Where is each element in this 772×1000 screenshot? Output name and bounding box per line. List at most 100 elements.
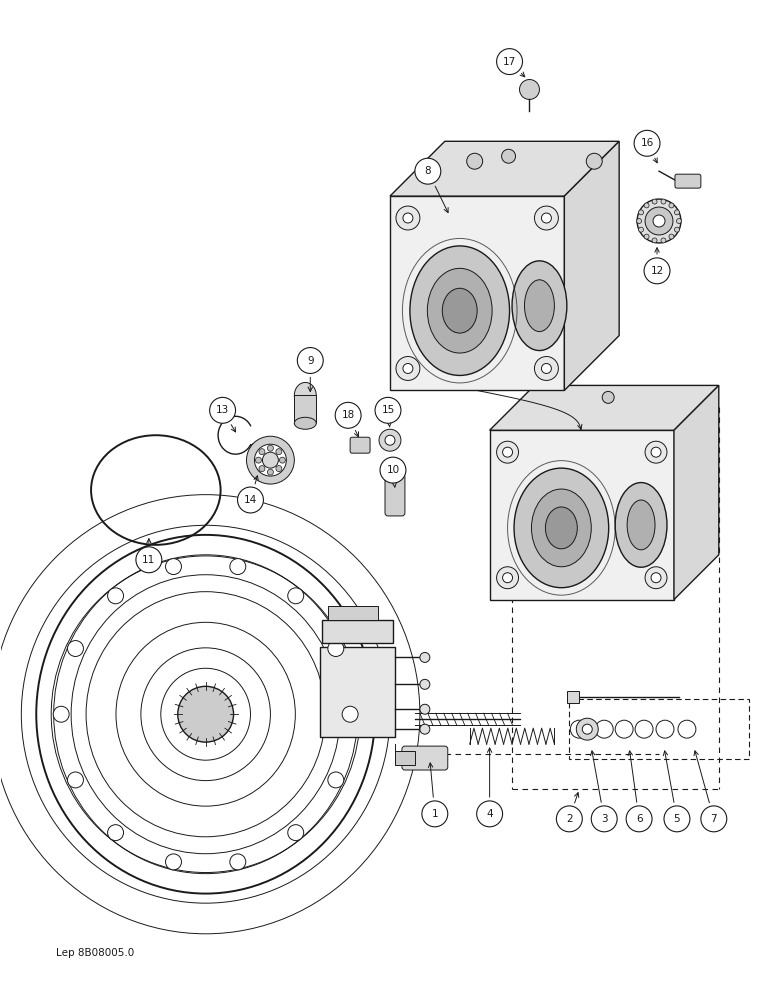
Text: 9: 9 [307, 356, 313, 366]
Circle shape [165, 559, 181, 575]
Circle shape [238, 487, 263, 513]
Circle shape [496, 49, 523, 75]
Circle shape [669, 203, 674, 208]
Circle shape [136, 547, 162, 573]
Circle shape [230, 559, 245, 575]
Circle shape [276, 449, 282, 455]
Circle shape [267, 469, 273, 475]
Text: 17: 17 [503, 57, 516, 67]
Circle shape [178, 686, 234, 742]
Circle shape [288, 825, 303, 841]
Bar [328, 606, 378, 620]
Text: 2: 2 [566, 814, 573, 824]
Circle shape [541, 213, 551, 223]
Circle shape [415, 158, 441, 184]
Circle shape [661, 238, 666, 243]
Circle shape [420, 679, 430, 689]
Circle shape [582, 724, 592, 734]
Ellipse shape [514, 468, 608, 588]
Circle shape [403, 213, 413, 223]
Ellipse shape [294, 382, 317, 408]
Ellipse shape [531, 489, 591, 567]
Text: 1: 1 [432, 809, 438, 819]
Circle shape [534, 357, 558, 380]
Text: 8: 8 [425, 166, 431, 176]
Bar [320, 647, 395, 737]
Ellipse shape [546, 507, 577, 549]
Circle shape [644, 203, 649, 208]
Circle shape [502, 149, 516, 163]
Circle shape [328, 641, 344, 656]
Ellipse shape [442, 288, 477, 333]
Circle shape [476, 801, 503, 827]
Circle shape [335, 402, 361, 428]
Circle shape [297, 348, 323, 373]
Text: 3: 3 [601, 814, 608, 824]
Ellipse shape [410, 246, 510, 375]
Circle shape [676, 219, 682, 223]
Circle shape [276, 466, 282, 472]
Circle shape [602, 391, 615, 403]
Bar [294, 395, 317, 423]
Circle shape [420, 724, 430, 734]
Circle shape [420, 704, 430, 714]
Circle shape [634, 130, 660, 156]
FancyBboxPatch shape [402, 746, 448, 770]
Circle shape [652, 199, 657, 204]
Polygon shape [489, 430, 674, 600]
Ellipse shape [615, 483, 667, 567]
Text: 6: 6 [636, 814, 642, 824]
Circle shape [503, 573, 513, 583]
Circle shape [637, 219, 642, 223]
Circle shape [635, 720, 653, 738]
Circle shape [678, 720, 696, 738]
Circle shape [256, 457, 262, 463]
Circle shape [67, 772, 83, 788]
Circle shape [288, 588, 303, 604]
Circle shape [645, 207, 673, 235]
Polygon shape [390, 196, 564, 390]
Circle shape [230, 854, 245, 870]
Circle shape [246, 436, 294, 484]
Polygon shape [390, 141, 619, 196]
Circle shape [664, 806, 690, 832]
Circle shape [638, 227, 644, 232]
Text: 13: 13 [216, 405, 229, 415]
Circle shape [422, 801, 448, 827]
Ellipse shape [524, 280, 554, 332]
Circle shape [259, 466, 265, 472]
Circle shape [626, 806, 652, 832]
Polygon shape [489, 385, 719, 430]
Text: 5: 5 [674, 814, 680, 824]
Circle shape [595, 720, 613, 738]
Circle shape [534, 206, 558, 230]
Circle shape [637, 199, 681, 243]
Circle shape [259, 449, 265, 455]
Circle shape [262, 452, 279, 468]
Ellipse shape [388, 473, 402, 481]
Circle shape [496, 441, 519, 463]
Ellipse shape [627, 500, 655, 550]
Text: 14: 14 [244, 495, 257, 505]
Circle shape [67, 641, 83, 656]
FancyBboxPatch shape [385, 474, 405, 516]
Circle shape [645, 567, 667, 589]
Circle shape [396, 357, 420, 380]
Bar [395, 751, 415, 765]
Circle shape [669, 234, 674, 239]
Circle shape [645, 441, 667, 463]
FancyBboxPatch shape [675, 174, 701, 188]
Ellipse shape [512, 261, 567, 351]
Polygon shape [564, 141, 619, 390]
Circle shape [541, 363, 551, 373]
Circle shape [652, 238, 657, 243]
Circle shape [591, 806, 617, 832]
Text: Lep 8B08005.0: Lep 8B08005.0 [56, 948, 134, 958]
Circle shape [571, 720, 588, 738]
Ellipse shape [294, 417, 317, 429]
Circle shape [279, 457, 286, 463]
Text: 15: 15 [381, 405, 394, 415]
Text: 16: 16 [641, 138, 654, 148]
Circle shape [638, 210, 644, 215]
Circle shape [644, 258, 670, 284]
